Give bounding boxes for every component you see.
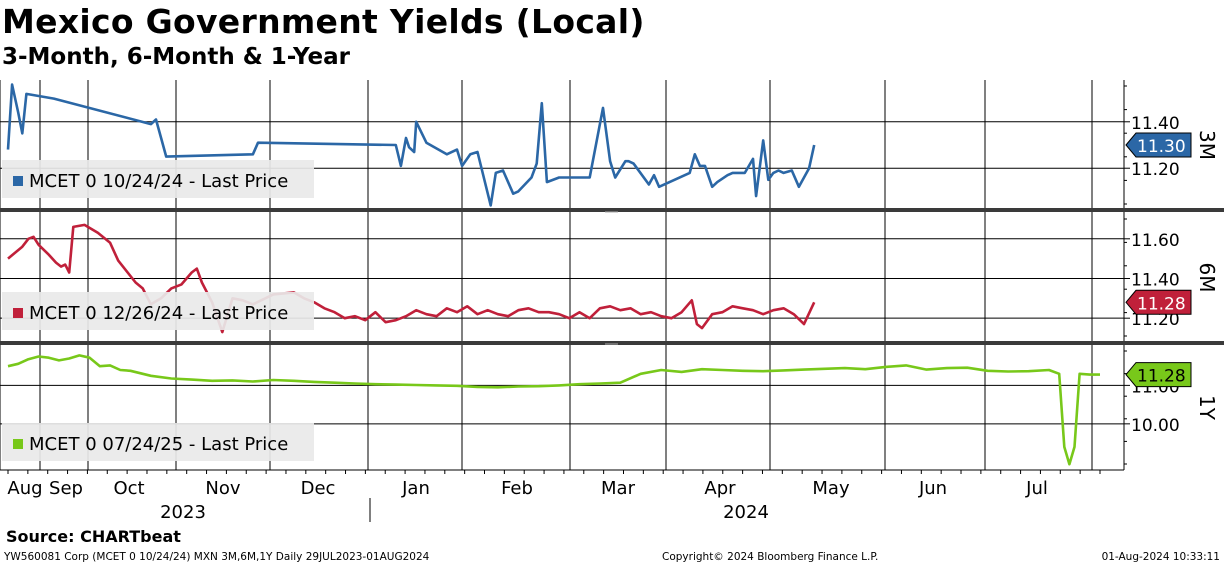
x-year-label: 2023 [160, 502, 206, 523]
x-month-label: Oct [113, 478, 144, 499]
chart-subtitle: 3-Month, 6-Month & 1-Year [2, 44, 350, 70]
series-line-1Y [7, 354, 1100, 466]
x-month-label: Aug [7, 478, 42, 499]
last-price-badge [1125, 132, 1192, 158]
footer-left: YW560081 Corp (MCET 0 10/24/24) MXN 3M,6… [4, 551, 430, 563]
legend-swatch [13, 308, 23, 318]
legend-box [2, 423, 314, 461]
y-tick-label: 11.60 [1131, 231, 1180, 251]
footer-timestamp: 01-Aug-2024 10:33:11 [1101, 551, 1220, 563]
x-month-label: Dec [301, 478, 336, 499]
series-line-3M [6, 83, 816, 207]
y-tick-label: 11.20 [1131, 310, 1180, 330]
x-year-label: 2024 [723, 502, 769, 523]
y-tick-label: 11.20 [1131, 160, 1180, 180]
x-month-label: Nov [205, 478, 240, 499]
y-tick-label: 11.40 [1131, 270, 1180, 290]
x-month-label: Jul [1025, 478, 1048, 499]
legend-swatch [13, 176, 23, 186]
last-price-value: 11.28 [1137, 367, 1186, 387]
last-price-badge [1125, 289, 1192, 315]
series-line-6M [7, 223, 816, 334]
x-month-label: Jan [401, 478, 430, 499]
legend-label: MCET 0 10/24/24 - Last Price [29, 171, 288, 192]
y-tick-label: 11.40 [1131, 114, 1180, 134]
last-price-value: 11.30 [1137, 137, 1186, 157]
x-month-label: May [812, 478, 850, 499]
x-month-label: Jun [918, 478, 947, 499]
panel-label-6M: 6M [1195, 263, 1219, 293]
panel-divider [0, 341, 1224, 345]
x-month-label: Sep [49, 478, 83, 499]
y-tick-label: 10.00 [1131, 416, 1180, 436]
chart-title: Mexico Government Yields (Local) [2, 2, 645, 41]
legend-box [2, 160, 314, 198]
panel-label-1Y: 1Y [1195, 395, 1219, 421]
legend-swatch [13, 439, 23, 449]
legend-label: MCET 0 07/24/25 - Last Price [29, 434, 288, 455]
last-price-value: 11.28 [1137, 294, 1186, 314]
x-month-label: Feb [501, 478, 533, 499]
legend-label: MCET 0 12/26/24 - Last Price [29, 303, 288, 324]
panel-label-3M: 3M [1195, 130, 1219, 160]
legend-box [2, 292, 314, 330]
x-month-label: Apr [704, 478, 736, 499]
x-month-label: Mar [601, 478, 636, 499]
panel-divider [0, 208, 1224, 212]
last-price-badge [1125, 362, 1192, 388]
footer-copyright: Copyright© 2024 Bloomberg Finance L.P. [662, 551, 879, 563]
source-label: Source: CHARTbeat [6, 527, 181, 546]
